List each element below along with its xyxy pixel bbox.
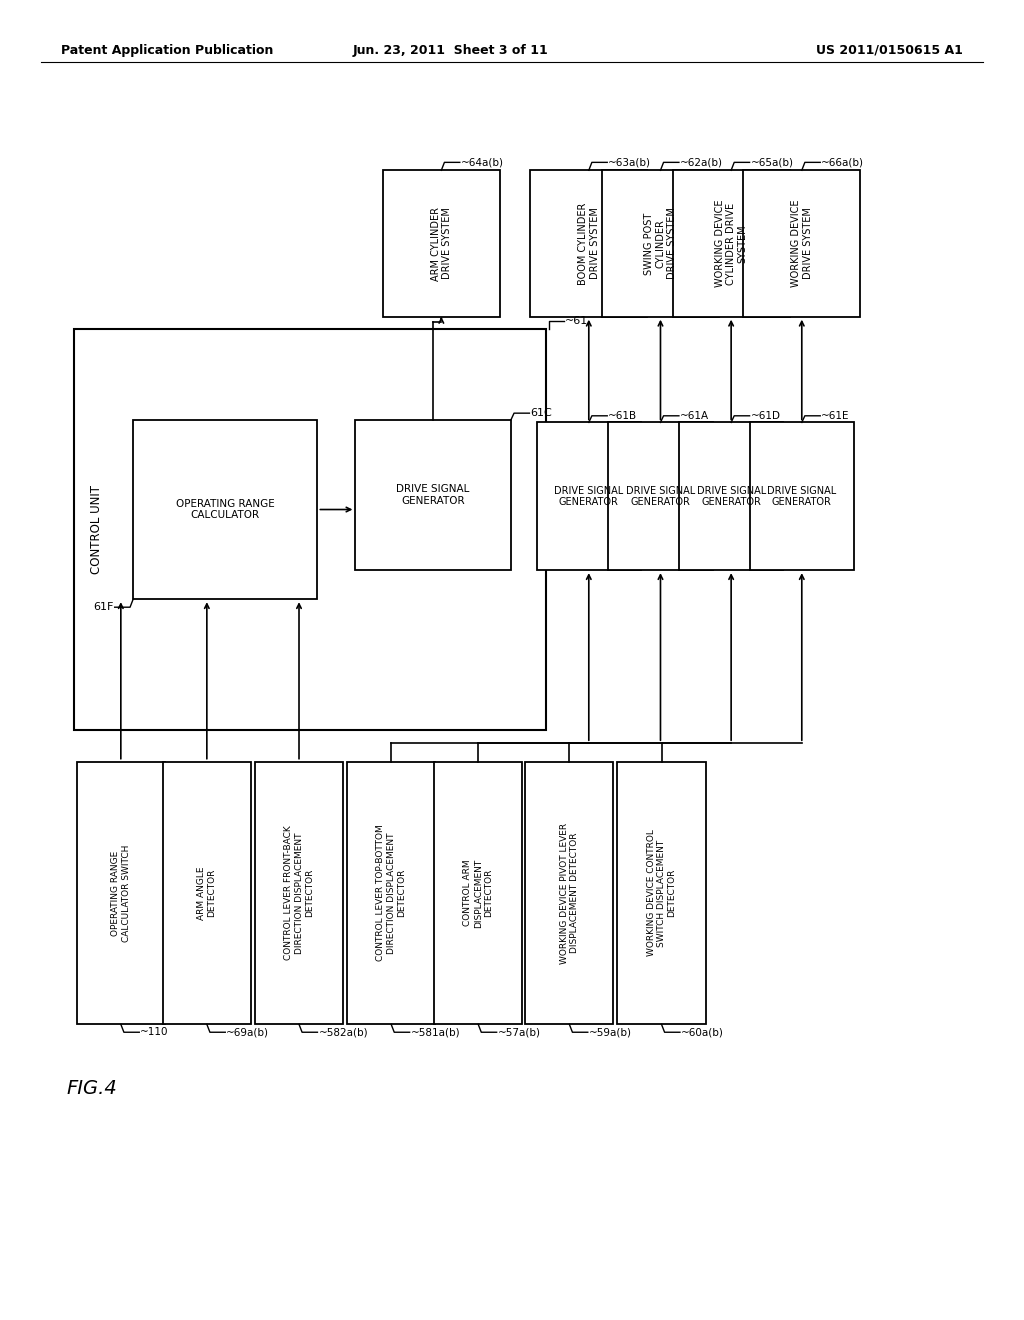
Text: WORKING DEVICE
DRIVE SYSTEM: WORKING DEVICE DRIVE SYSTEM [791, 199, 813, 288]
Text: SWING POST
CYLINDER
DRIVE SYSTEM: SWING POST CYLINDER DRIVE SYSTEM [644, 207, 677, 280]
Bar [673, 170, 790, 317]
Text: Patent Application Publication: Patent Application Publication [61, 44, 273, 57]
Text: WORKING DEVICE PIVOT LEVER
DISPLACEMENT DETECTOR: WORKING DEVICE PIVOT LEVER DISPLACEMENT … [560, 822, 579, 964]
Text: WORKING DEVICE
CYLINDER DRIVE
SYSTEM: WORKING DEVICE CYLINDER DRIVE SYSTEM [715, 199, 748, 288]
Text: ~66a(b): ~66a(b) [821, 157, 864, 168]
Text: ~60a(b): ~60a(b) [681, 1027, 724, 1038]
Text: ~65a(b): ~65a(b) [751, 157, 794, 168]
Text: ~61A: ~61A [680, 411, 709, 421]
Bar [750, 422, 854, 570]
Bar [383, 170, 500, 317]
Text: OPERATING RANGE
CALCULATOR: OPERATING RANGE CALCULATOR [176, 499, 274, 520]
Text: FIG.4: FIG.4 [67, 1080, 118, 1098]
Bar [530, 170, 647, 317]
Bar [255, 762, 343, 1024]
Bar [163, 762, 251, 1024]
Text: ARM CYLINDER
DRIVE SYSTEM: ARM CYLINDER DRIVE SYSTEM [430, 206, 453, 281]
Text: ~581a(b): ~581a(b) [411, 1027, 460, 1038]
Text: CONTROL LEVER FRONT-BACK
DIRECTION DISPLACEMENT
DETECTOR: CONTROL LEVER FRONT-BACK DIRECTION DISPL… [284, 825, 314, 961]
Text: DRIVE SIGNAL
GENERATOR: DRIVE SIGNAL GENERATOR [554, 486, 624, 507]
Text: ~63a(b): ~63a(b) [608, 157, 651, 168]
Bar [77, 762, 165, 1024]
Text: DRIVE SIGNAL
GENERATOR: DRIVE SIGNAL GENERATOR [767, 486, 837, 507]
Text: ~61E: ~61E [821, 411, 850, 421]
Text: ~64a(b): ~64a(b) [461, 157, 504, 168]
Bar [608, 422, 713, 570]
Text: CONTROL LEVER TOP-BOTTOM
DIRECTION DISPLACEMENT
DETECTOR: CONTROL LEVER TOP-BOTTOM DIRECTION DISPL… [376, 825, 407, 961]
Bar [347, 762, 435, 1024]
Text: DRIVE SIGNAL
GENERATOR: DRIVE SIGNAL GENERATOR [626, 486, 695, 507]
Text: DRIVE SIGNAL
GENERATOR: DRIVE SIGNAL GENERATOR [696, 486, 766, 507]
Text: CONTROL UNIT: CONTROL UNIT [90, 484, 102, 574]
Bar [743, 170, 860, 317]
Text: ~59a(b): ~59a(b) [589, 1027, 632, 1038]
Text: Jun. 23, 2011  Sheet 3 of 11: Jun. 23, 2011 Sheet 3 of 11 [352, 44, 549, 57]
Bar [74, 329, 546, 730]
Text: ~61B: ~61B [608, 411, 637, 421]
Bar [133, 420, 317, 599]
Text: BOOM CYLINDER
DRIVE SYSTEM: BOOM CYLINDER DRIVE SYSTEM [578, 202, 600, 285]
Text: WORKING DEVICE CONTROL
SWITCH DISPLACEMENT
DETECTOR: WORKING DEVICE CONTROL SWITCH DISPLACEME… [646, 829, 677, 957]
Text: ~69a(b): ~69a(b) [226, 1027, 269, 1038]
Text: DRIVE SIGNAL
GENERATOR: DRIVE SIGNAL GENERATOR [396, 484, 470, 506]
Text: ~57a(b): ~57a(b) [498, 1027, 541, 1038]
Bar [355, 420, 511, 570]
Text: 61F: 61F [93, 602, 114, 612]
Text: OPERATING RANGE
CALCULATOR SWITCH: OPERATING RANGE CALCULATOR SWITCH [112, 845, 130, 941]
Text: US 2011/0150615 A1: US 2011/0150615 A1 [816, 44, 963, 57]
Text: ~61D: ~61D [751, 411, 780, 421]
Text: ~61: ~61 [565, 315, 589, 326]
Text: ARM ANGLE
DETECTOR: ARM ANGLE DETECTOR [198, 866, 216, 920]
Text: ~582a(b): ~582a(b) [318, 1027, 368, 1038]
Bar [537, 422, 641, 570]
Text: 61C: 61C [530, 408, 552, 418]
Text: CONTROL ARM
DISPLACEMENT
DETECTOR: CONTROL ARM DISPLACEMENT DETECTOR [463, 858, 494, 928]
Bar [525, 762, 613, 1024]
Bar [602, 170, 719, 317]
Text: ~110: ~110 [140, 1027, 169, 1038]
Bar [679, 422, 783, 570]
Bar [617, 762, 706, 1024]
Bar [434, 762, 522, 1024]
Text: ~62a(b): ~62a(b) [680, 157, 723, 168]
